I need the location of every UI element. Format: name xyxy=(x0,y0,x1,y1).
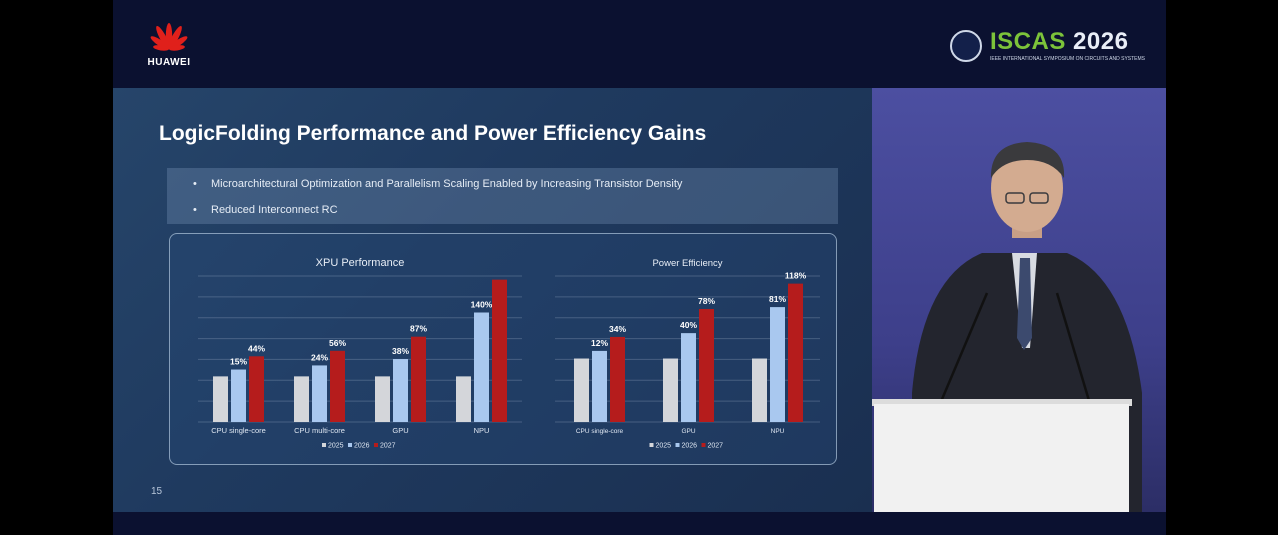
slide-title: LogicFolding Performance and Power Effic… xyxy=(159,122,707,145)
chart-title: Power Efficiency xyxy=(652,258,722,269)
data-label: 24% xyxy=(311,352,328,362)
legend-label: 2026 xyxy=(682,443,698,450)
bar-2025 xyxy=(213,376,228,422)
category-label: CPU multi-core xyxy=(294,426,345,435)
legend-swatch xyxy=(701,443,706,447)
bar-2027 xyxy=(411,336,426,422)
bullet-item: Microarchitectural Optimization and Para… xyxy=(193,178,682,190)
category-label: NPU xyxy=(474,426,490,435)
bar-2026 xyxy=(592,350,607,422)
bar-2026 xyxy=(231,369,246,422)
iscas-year: 2026 xyxy=(1073,28,1129,55)
bar-2026 xyxy=(681,333,696,422)
legend-swatch xyxy=(348,443,352,447)
iscas-subtitle: IEEE INTERNATIONAL SYMPOSIUM ON CIRCUITS… xyxy=(990,56,1146,62)
bar-2025 xyxy=(294,376,309,422)
category-label: GPU xyxy=(392,426,408,435)
chart-title: XPU Performance xyxy=(316,257,405,269)
category-label: GPU xyxy=(681,428,695,435)
iscas-badge-icon xyxy=(950,30,982,62)
bar-2026 xyxy=(474,312,489,422)
data-label: 38% xyxy=(392,346,409,356)
iscas-title: ISCAS 2026 xyxy=(990,28,1128,56)
page-number: 15 xyxy=(151,486,163,497)
legend-swatch xyxy=(374,443,378,447)
bar-2027 xyxy=(249,356,264,422)
footer-bar xyxy=(113,512,1166,535)
category-label: CPU single-core xyxy=(211,426,266,435)
charts-svg: XPU Performance 15%44% CPU single-core 24%5… xyxy=(198,257,820,450)
legend-label: 2027 xyxy=(380,443,396,450)
bar-2026 xyxy=(770,307,785,422)
bullet-item: Reduced Interconnect RC xyxy=(193,204,338,216)
bar-2027 xyxy=(788,283,803,422)
presentation-slide: LogicFolding Performance and Power Effic… xyxy=(113,88,872,512)
legend-swatch xyxy=(675,443,680,447)
bullet-box: Microarchitectural Optimization and Para… xyxy=(167,168,838,224)
data-label: 78% xyxy=(698,296,715,306)
logo-text: HUAWEI xyxy=(147,57,191,68)
data-label: 34% xyxy=(609,324,626,334)
bar-2027 xyxy=(610,336,625,422)
bar-2025 xyxy=(574,358,589,422)
data-label: 40% xyxy=(680,320,697,330)
bar-2025 xyxy=(456,376,471,422)
data-label: 15% xyxy=(230,357,247,367)
bar-2027 xyxy=(492,279,507,422)
bar-2027 xyxy=(330,350,345,422)
chart-panel: XPU Performance 15% 44% CPU single-core 24% 5… xyxy=(169,233,837,465)
category-label: NPU xyxy=(771,428,785,435)
data-label: 140% xyxy=(471,300,493,310)
bar-2025 xyxy=(663,358,678,422)
category-label: CPU single-core xyxy=(576,428,624,435)
bar-2026 xyxy=(393,359,408,422)
huawei-logo: HUAWEI xyxy=(145,22,193,70)
legend-label: 2025 xyxy=(328,443,344,450)
bar-2025 xyxy=(752,358,767,422)
bar-2026 xyxy=(312,365,327,422)
data-label: 87% xyxy=(410,324,427,334)
huawei-petal-icon xyxy=(150,23,188,51)
iscas-logo: ISCAS 2026 IEEE INTERNATIONAL SYMPOSIUM … xyxy=(950,28,1145,66)
speaker-view xyxy=(872,88,1166,512)
legend-label: 2025 xyxy=(656,443,672,450)
legend-swatch xyxy=(649,443,654,447)
data-label: 118% xyxy=(785,271,807,281)
data-label: 12% xyxy=(591,338,608,348)
iscas-name: ISCAS xyxy=(990,28,1066,55)
data-label: 44% xyxy=(248,343,265,353)
legend-label: 2026 xyxy=(354,443,370,450)
legend-swatch xyxy=(322,443,326,447)
podium xyxy=(874,404,1129,512)
legend-label: 2027 xyxy=(708,443,724,450)
data-label: 81% xyxy=(769,294,786,304)
bar-2027 xyxy=(699,309,714,422)
data-label: 56% xyxy=(329,338,346,348)
header-bar xyxy=(113,0,1166,88)
bar-2025 xyxy=(375,376,390,422)
podium-top xyxy=(872,399,1132,406)
